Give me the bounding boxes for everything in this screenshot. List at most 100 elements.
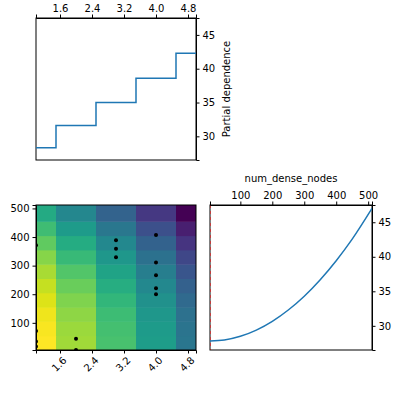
tick-label: 35 xyxy=(379,286,392,297)
sample-point xyxy=(154,233,158,237)
tick-label: 500 xyxy=(359,190,378,201)
tick-mark xyxy=(33,294,37,295)
contour-cell xyxy=(36,279,57,294)
tick: 300 xyxy=(295,190,314,206)
tick-mark xyxy=(372,257,376,258)
tick: 400 xyxy=(327,190,346,206)
contour-cell xyxy=(36,221,57,236)
tick-label: 400 xyxy=(327,190,346,201)
contour-cell xyxy=(176,236,196,251)
tick: 500 xyxy=(359,190,378,206)
contour-cell xyxy=(56,293,97,308)
tick: 200 xyxy=(263,190,282,206)
sample-point xyxy=(154,273,158,277)
axis-line xyxy=(33,206,37,351)
contour-cell xyxy=(176,264,196,279)
tick-label: 4.0 xyxy=(149,3,165,14)
tick-label: 100 xyxy=(231,190,250,201)
plot-frame xyxy=(210,205,372,350)
tick-label: 30 xyxy=(379,321,392,332)
line xyxy=(210,208,372,341)
tick-label: 400 xyxy=(10,232,29,243)
tick-mark xyxy=(372,326,376,327)
plot-area xyxy=(210,205,372,350)
contour-cell xyxy=(136,250,177,265)
contour-cell xyxy=(136,264,177,279)
contour-cell xyxy=(56,264,97,279)
contour-cell xyxy=(96,321,137,336)
tick: 4.8 xyxy=(181,3,197,19)
tick: 40 xyxy=(372,251,391,262)
tick-label: 4.0 xyxy=(146,355,165,374)
tick-label: 4.8 xyxy=(178,355,197,374)
tick-mark xyxy=(92,15,93,19)
contour-cell xyxy=(176,205,196,222)
tick: 45 xyxy=(196,30,215,41)
tick-mark xyxy=(156,15,157,19)
contour-cell xyxy=(36,293,57,308)
tick-mark xyxy=(33,208,37,209)
tick-mark xyxy=(156,350,157,354)
tick: 30 xyxy=(196,131,215,142)
contour-cell xyxy=(36,264,57,279)
tick-label: 40 xyxy=(379,251,392,262)
tick-mark xyxy=(60,350,61,354)
contour-cell xyxy=(36,307,57,322)
tick: 300 xyxy=(10,260,36,271)
axis: 30 35 40 45 xyxy=(196,19,215,161)
tick: 1.6 xyxy=(53,3,69,19)
tick-label: 45 xyxy=(379,217,392,228)
contour-cell xyxy=(56,221,97,236)
contour-cell xyxy=(36,236,57,251)
tick: 4.0 xyxy=(146,350,165,374)
tick-mark xyxy=(196,136,200,137)
tick-mark xyxy=(33,323,37,324)
tick-mark xyxy=(368,202,369,206)
contour-cell xyxy=(136,205,177,222)
tick: 100 xyxy=(231,190,250,206)
contour-cell xyxy=(36,321,57,336)
contour-cell xyxy=(176,221,196,236)
sample-point xyxy=(154,292,158,296)
tick: 35 xyxy=(372,286,391,297)
contour-cell xyxy=(96,250,137,265)
contour-cell xyxy=(96,264,137,279)
tick-mark xyxy=(304,202,305,206)
minimum-line xyxy=(210,205,211,350)
tick: 3.2 xyxy=(114,350,133,374)
contour-cell xyxy=(176,321,196,336)
axis-line xyxy=(197,19,200,161)
tick: 35 xyxy=(196,97,215,108)
plot-area xyxy=(36,53,196,148)
contour-cell xyxy=(36,336,57,350)
tick-mark xyxy=(196,69,200,70)
contour-cell xyxy=(56,307,97,322)
tick-mark xyxy=(372,291,376,292)
contour-cell xyxy=(56,250,97,265)
axis-line xyxy=(37,351,197,354)
contour-cell xyxy=(136,221,177,236)
axis-line xyxy=(373,206,376,351)
sample-point xyxy=(154,260,158,264)
tick-mark xyxy=(124,15,125,19)
plot-frame xyxy=(36,205,196,350)
contour-cell xyxy=(176,307,196,322)
tick: 100 xyxy=(10,318,36,329)
contour-cell xyxy=(56,336,97,350)
tick-mark xyxy=(336,202,337,206)
tick: 40 xyxy=(196,63,215,74)
tick-mark xyxy=(188,15,189,19)
contour-cell xyxy=(136,236,177,251)
plot-frame xyxy=(36,18,196,160)
tick-mark xyxy=(272,202,273,206)
tick-label: 3.2 xyxy=(117,3,133,14)
tick: 500 xyxy=(10,203,36,214)
sample-point xyxy=(74,337,78,341)
tick-label: 35 xyxy=(203,97,216,108)
axis: 100 200 300 400 500 xyxy=(211,190,379,206)
tick-mark xyxy=(33,266,37,267)
contour-cell xyxy=(136,307,177,322)
contour-cell xyxy=(36,250,57,265)
contour-cell xyxy=(136,321,177,336)
contour-cell xyxy=(96,293,137,308)
